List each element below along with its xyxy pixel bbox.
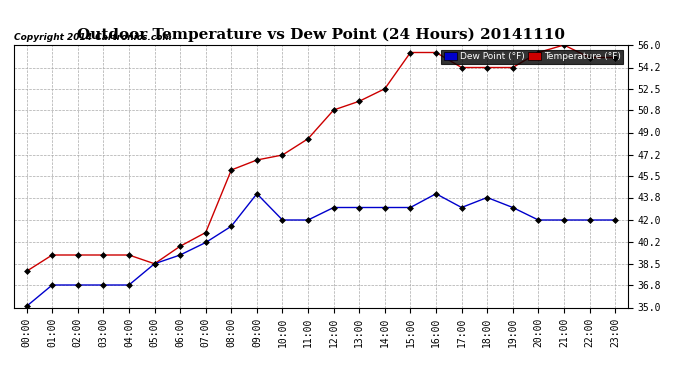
Text: Copyright 2014 Cartronics.com: Copyright 2014 Cartronics.com — [14, 33, 172, 42]
Legend: Dew Point (°F), Temperature (°F): Dew Point (°F), Temperature (°F) — [441, 50, 623, 64]
Title: Outdoor Temperature vs Dew Point (24 Hours) 20141110: Outdoor Temperature vs Dew Point (24 Hou… — [77, 28, 565, 42]
